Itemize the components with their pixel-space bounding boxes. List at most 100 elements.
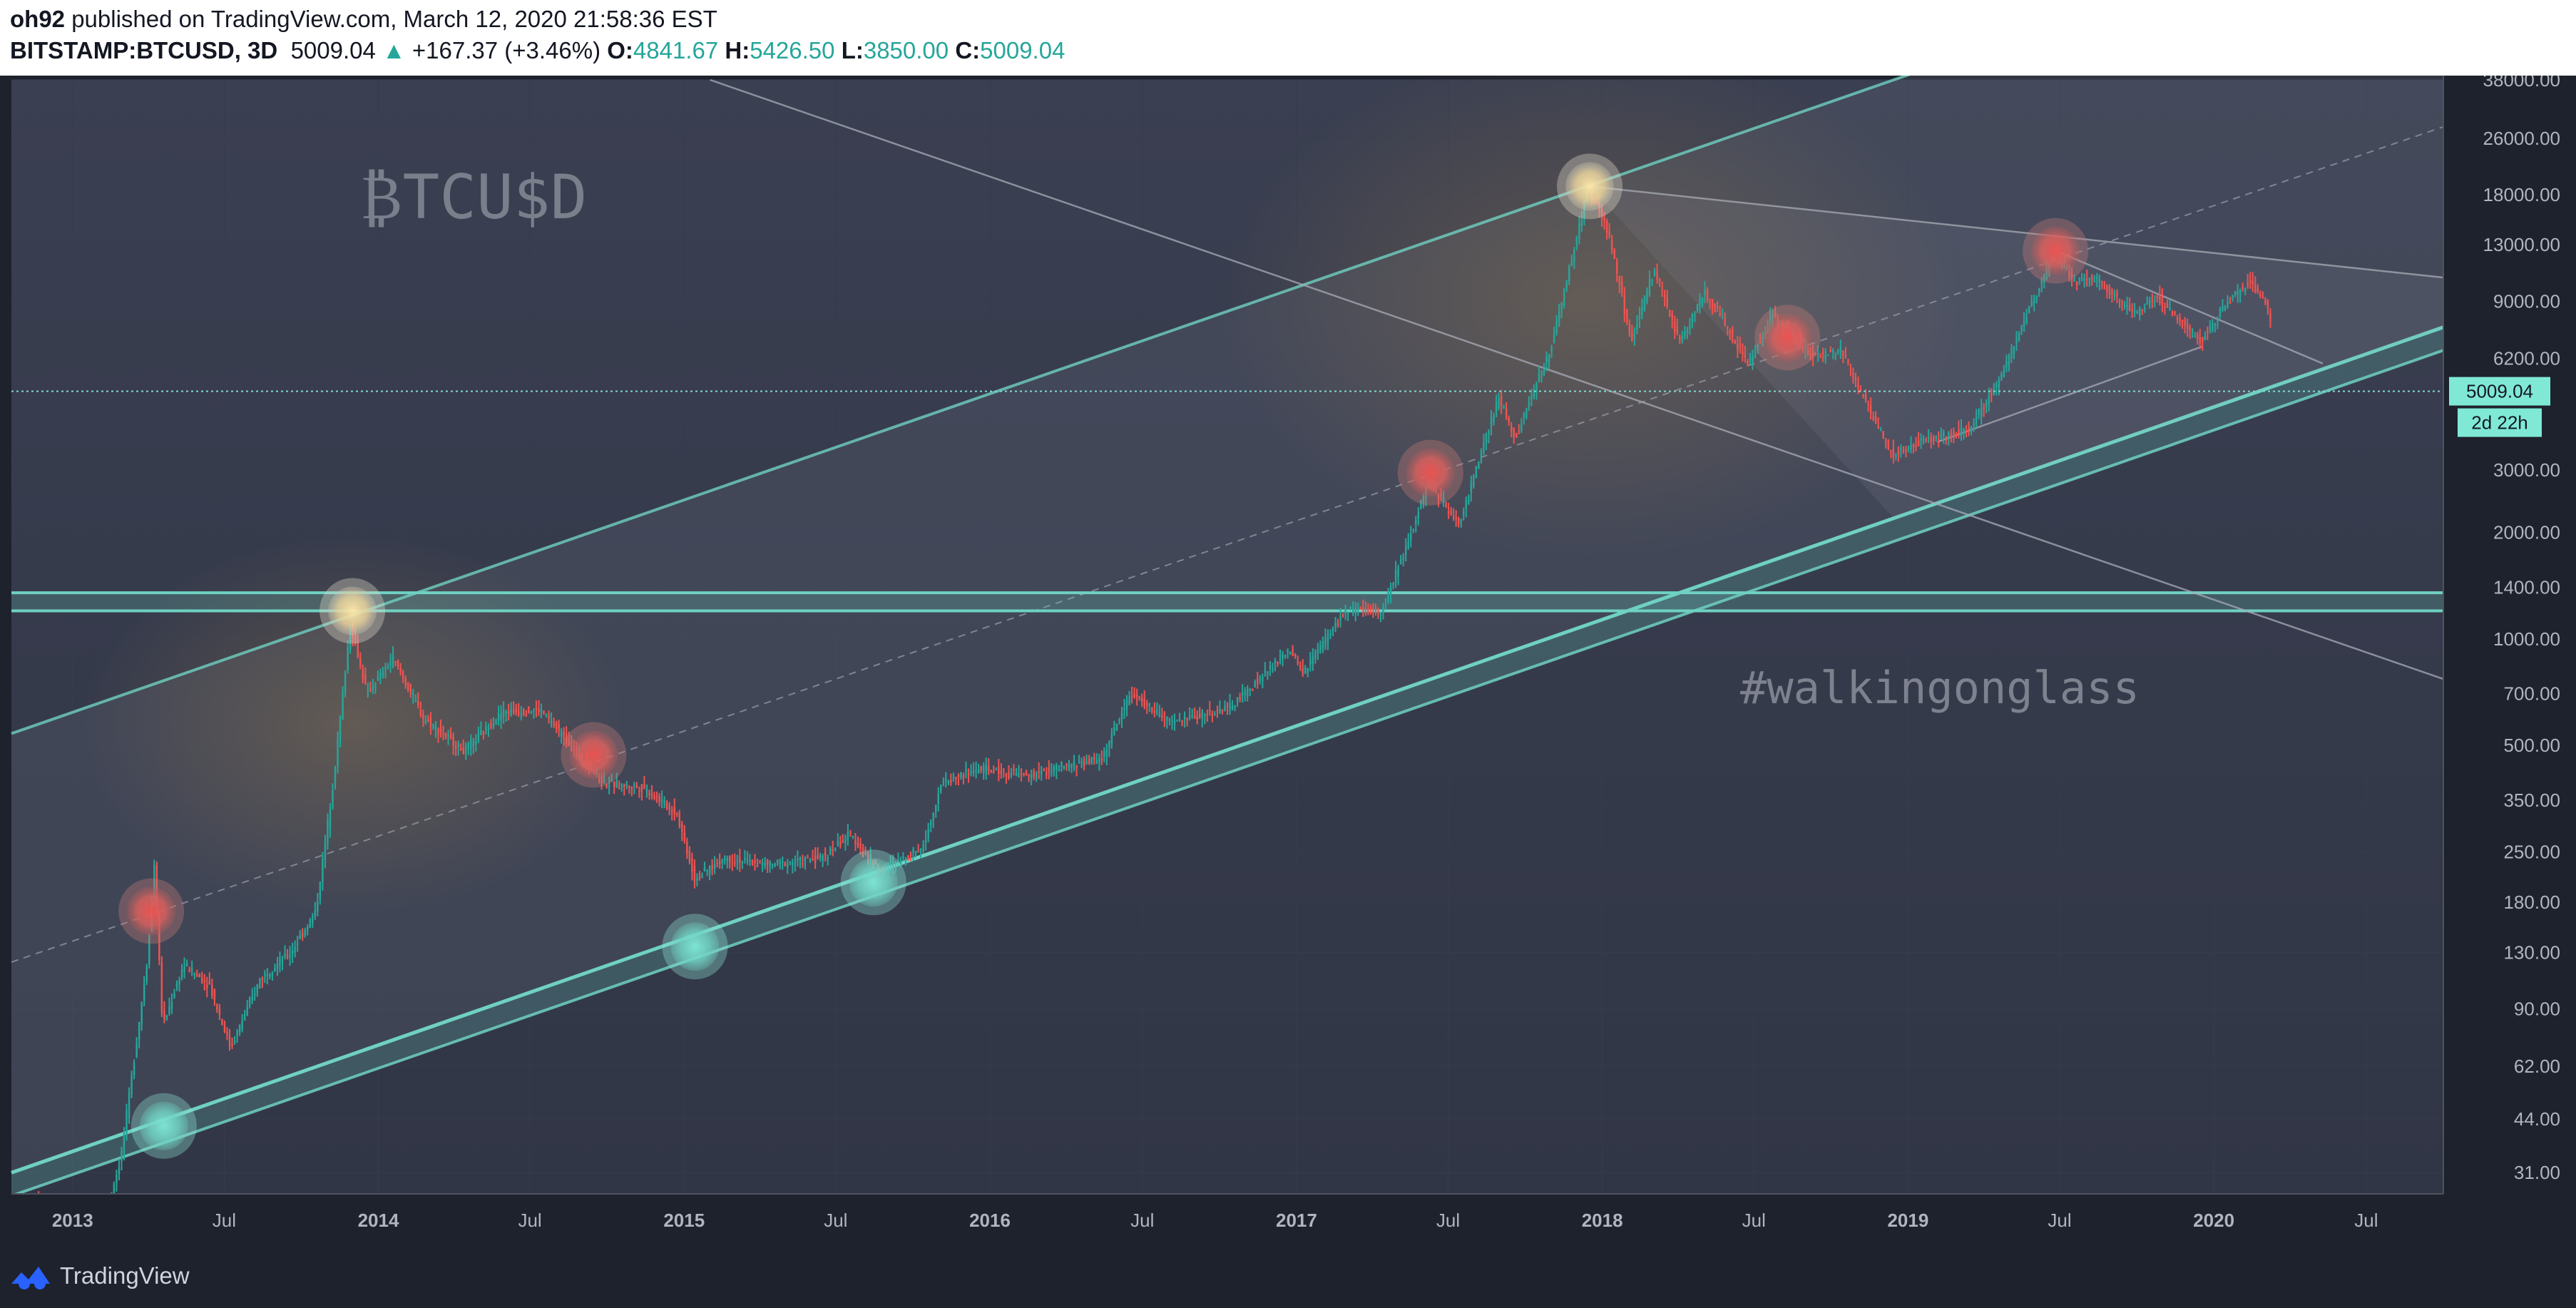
time-axis[interactable]	[0, 1194, 2443, 1247]
candle-body	[1910, 444, 1912, 451]
candle-body	[721, 859, 723, 864]
candle-body	[1668, 310, 1671, 317]
candle-body	[1317, 650, 1319, 653]
candle-body	[2133, 311, 2136, 313]
candle-body	[507, 710, 510, 715]
close-value: 5009.04	[980, 37, 1065, 63]
candle-body	[952, 777, 955, 779]
candle-body	[827, 857, 829, 859]
candle-body	[904, 859, 907, 862]
candle-body	[1387, 593, 1389, 602]
candle-body	[2212, 323, 2214, 331]
candle-body	[470, 740, 472, 748]
candle-body	[744, 858, 746, 860]
candle-body	[555, 722, 558, 729]
trendline-triangle-top	[2055, 250, 2324, 364]
candle-body	[792, 862, 794, 866]
candle-body	[937, 793, 939, 804]
candle-body	[701, 874, 703, 877]
candle-body	[1968, 427, 1970, 432]
candle-body	[1545, 357, 1548, 364]
candle-body	[419, 710, 422, 716]
candle-body	[686, 842, 688, 854]
candle-body	[1922, 438, 1925, 442]
candle-body	[867, 854, 869, 857]
candle-body	[2093, 280, 2095, 282]
candle-body	[2249, 280, 2252, 283]
candle-body	[1613, 249, 1615, 260]
candle-body	[467, 743, 470, 750]
candle-body	[1354, 608, 1356, 613]
candle-body	[2070, 272, 2073, 282]
candle-body	[407, 682, 409, 690]
candle-body	[2176, 317, 2179, 320]
symbol-label[interactable]: BITSTAMP:BTCUSD, 3D	[10, 37, 278, 63]
candle-body	[799, 857, 802, 861]
candle-body	[1930, 437, 1932, 442]
candle-body	[864, 849, 867, 851]
price-axis[interactable]	[2443, 76, 2576, 1194]
candle-body	[1211, 715, 1214, 717]
candle-body	[751, 859, 754, 864]
candle-body	[1752, 355, 1754, 362]
candle-body	[158, 911, 160, 961]
candle-body	[1060, 762, 1063, 767]
candle-body	[1950, 433, 1953, 436]
candle-body	[2123, 305, 2126, 307]
candle-body	[238, 1025, 241, 1033]
candle-body	[703, 867, 706, 872]
candle-body	[213, 989, 216, 1000]
candle-body	[1877, 424, 1879, 429]
candle-body	[1010, 773, 1013, 775]
candle-body	[2108, 286, 2111, 295]
trendline-long-diagonal	[710, 78, 2444, 680]
candle-body	[2204, 336, 2207, 341]
candle-body	[754, 859, 756, 864]
candle-body	[319, 882, 322, 899]
candle-body	[919, 848, 922, 851]
price-chart[interactable]: ₿TCU$D #walkingonglass 38000.00 26000.00 1…	[0, 76, 2576, 1247]
x-tick-label: Jul	[824, 1210, 847, 1231]
candle-body	[472, 740, 475, 747]
candle-body	[960, 772, 962, 778]
candle-body	[487, 728, 490, 730]
candle-body	[1480, 451, 1483, 462]
candle-body	[771, 864, 774, 866]
author-name[interactable]: oh92	[10, 6, 66, 32]
candle-body	[1970, 426, 1973, 430]
tradingview-brand[interactable]: TradingView	[60, 1262, 190, 1289]
candle-body	[1078, 761, 1080, 763]
candle-body	[402, 672, 404, 678]
candle-body	[1508, 418, 1510, 422]
candle-body	[650, 793, 653, 796]
candle-body	[1518, 431, 1520, 433]
x-tick-label: 2014	[358, 1210, 399, 1231]
y-tick-label: 180.00	[2503, 891, 2560, 913]
candle-body	[1259, 678, 1262, 680]
candle-body	[2091, 277, 2093, 280]
candle-body	[1862, 394, 1864, 397]
tradingview-logo-icon[interactable]	[10, 1262, 51, 1291]
candle-body	[1171, 720, 1173, 722]
candle-body	[357, 642, 359, 658]
marker-red	[1763, 313, 1812, 362]
candle-body	[1892, 449, 1895, 458]
candle-body	[1555, 320, 1558, 334]
candle-body	[1633, 333, 1636, 339]
candle-body	[568, 738, 570, 747]
candle-body	[2126, 305, 2128, 307]
candle-body	[279, 957, 281, 966]
candle-body	[1470, 483, 1473, 493]
candle-body	[847, 832, 849, 840]
candle-body	[2138, 307, 2141, 315]
candle-body	[170, 1001, 173, 1008]
candle-body	[608, 785, 610, 787]
candle-body	[1600, 209, 1603, 220]
candle-body	[2166, 303, 2169, 308]
candle-body	[515, 708, 517, 712]
candle-body	[372, 686, 374, 689]
candle-body	[1267, 671, 1269, 675]
candle-body	[1359, 607, 1362, 609]
candle-body	[834, 848, 837, 850]
candle-body	[1299, 665, 1302, 668]
